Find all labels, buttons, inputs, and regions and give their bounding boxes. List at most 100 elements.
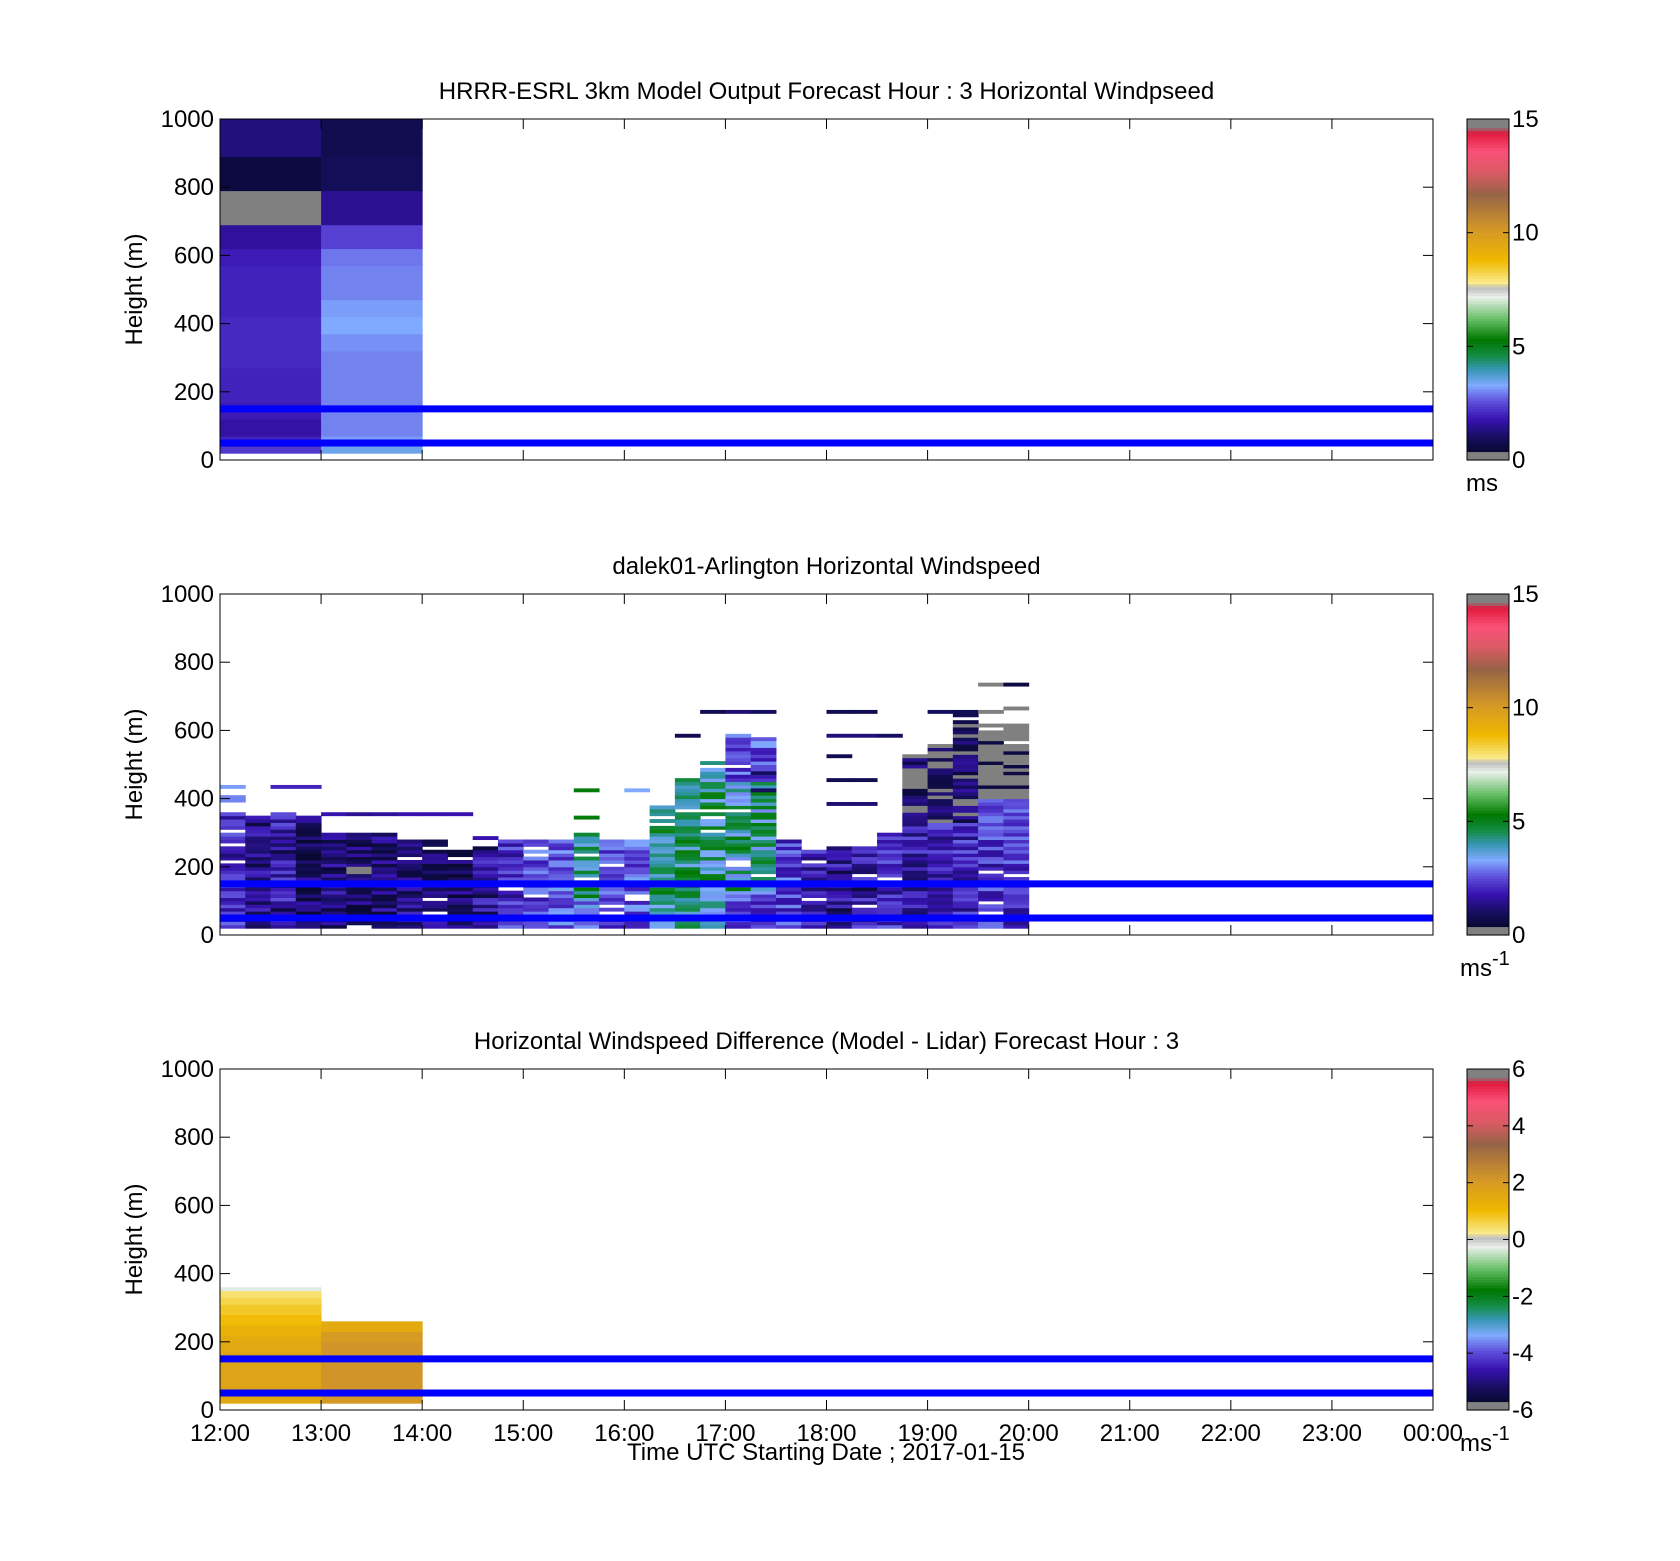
heatmap-cell: [599, 846, 625, 851]
heatmap-cell: [775, 921, 802, 926]
heatmap-cell: [674, 887, 701, 892]
heatmap-cell: [927, 815, 954, 820]
heatmap-cell: [321, 870, 347, 875]
heatmap-cell: [321, 873, 347, 878]
colorbar-step: [1467, 403, 1509, 407]
heatmap-cell: [927, 853, 954, 858]
heatmap-cell: [674, 904, 701, 909]
heatmap-cell: [1003, 866, 1030, 871]
x-tick-label: 20:00: [999, 1420, 1059, 1447]
heatmap-cell: [220, 119, 322, 158]
heatmap-cell: [649, 839, 676, 844]
colorbar-step: [1467, 1236, 1509, 1241]
heatmap-cell: [220, 894, 246, 898]
colorbar-step: [1467, 736, 1509, 740]
heatmap-cell: [775, 839, 802, 844]
heatmap-cell: [346, 836, 373, 841]
heatmap-cell: [952, 791, 979, 796]
heatmap-cell: [523, 873, 550, 878]
colorbar-step: [1467, 1262, 1509, 1266]
colorbar-step: [1467, 1125, 1509, 1130]
heatmap-cell: [952, 842, 979, 847]
heatmap-cell: [927, 877, 954, 881]
heatmap-cell: [220, 350, 322, 369]
heatmap-cell: [725, 733, 752, 738]
colorbar-step: [1467, 386, 1509, 390]
heatmap-cell: [826, 802, 853, 806]
colorbar-step: [1467, 844, 1509, 848]
colorbar-step: [1467, 892, 1509, 896]
colorbar-step: [1467, 764, 1509, 768]
heatmap-cell: [952, 887, 979, 892]
y-tick-label: 1000: [161, 581, 214, 608]
heatmap-cell: [927, 832, 954, 837]
heatmap-cell: [750, 877, 777, 881]
heatmap-cell: [952, 907, 979, 912]
colorbar-step: [1467, 676, 1509, 680]
heatmap-cell: [573, 921, 600, 926]
heatmap-cell: [422, 873, 448, 878]
colorbar-step: [1467, 738, 1509, 743]
heatmap-cell: [978, 907, 1004, 912]
heatmap-cell: [851, 863, 878, 868]
heatmap-cell: [548, 924, 575, 929]
heatmap-cell: [725, 887, 752, 892]
heatmap-cell: [295, 870, 322, 875]
heatmap-cell: [548, 859, 575, 864]
colorbar-step: [1467, 158, 1509, 163]
heatmap-cell: [1003, 819, 1030, 823]
heatmap-cell: [220, 299, 322, 318]
heatmap-cell: [220, 248, 322, 267]
heatmap-cell: [270, 853, 297, 858]
heatmap-cell: [346, 897, 373, 902]
colorbar-step: [1467, 1336, 1509, 1340]
colorbar-step: [1467, 130, 1509, 134]
colorbar-step: [1467, 1273, 1509, 1278]
heatmap-cell: [826, 897, 853, 902]
heatmap-cell: [472, 873, 499, 878]
heatmap-cell: [978, 839, 1004, 844]
heatmap-cell: [321, 921, 347, 926]
heatmap-cell: [1003, 839, 1030, 844]
heatmap-cell: [674, 853, 701, 858]
heatmap-cell: [270, 907, 297, 912]
heatmap-cell: [902, 825, 929, 830]
colorbar-step: [1467, 312, 1509, 316]
heatmap-cell: [674, 890, 701, 895]
heatmap-cell: [750, 849, 777, 854]
colorbar-step: [1467, 400, 1509, 404]
colorbar-step: [1467, 699, 1509, 703]
colorbar-step: [1467, 917, 1509, 922]
heatmap-cell: [295, 822, 322, 827]
heatmap-cell: [674, 842, 701, 847]
heatmap-cell: [220, 1297, 322, 1305]
heatmap-cell: [1003, 859, 1030, 864]
colorbar-step: [1467, 1356, 1509, 1360]
colorbar-step: [1467, 679, 1509, 683]
colorbar-step: [1467, 235, 1509, 239]
colorbar-step: [1467, 437, 1509, 441]
heatmap-cell: [1003, 849, 1030, 854]
heatmap-cell: [447, 870, 474, 875]
heatmap-cell: [826, 900, 853, 905]
colorbar-step: [1467, 150, 1509, 154]
heatmap-cell: [775, 856, 802, 861]
heatmap-cell: [371, 890, 398, 895]
colorbar-step: [1467, 1242, 1509, 1246]
heatmap-cell: [245, 904, 272, 909]
colorbar-step: [1467, 366, 1509, 370]
heatmap-cell: [321, 887, 347, 892]
colorbar-step: [1467, 1074, 1509, 1079]
colorbar-step: [1467, 261, 1509, 265]
heatmap-cell: [371, 812, 398, 817]
heatmap-cell: [978, 819, 1004, 823]
heatmap-cell: [1003, 894, 1030, 898]
heatmap-cell: [573, 832, 600, 837]
heatmap-cell: [599, 842, 625, 847]
heatmap-cell: [295, 819, 322, 823]
heatmap-cell: [599, 924, 625, 929]
colorbar-step: [1467, 1310, 1509, 1314]
heatmap-cell: [220, 873, 246, 878]
heatmap-cell: [245, 890, 272, 895]
